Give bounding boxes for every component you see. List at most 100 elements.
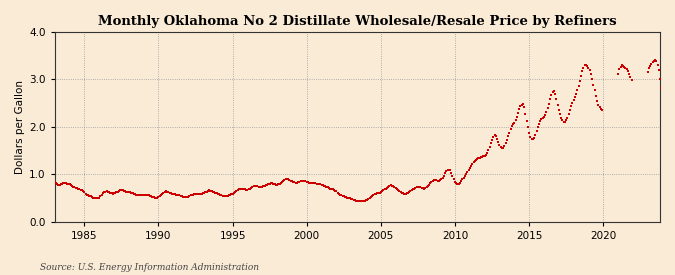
Point: [463, 168, 474, 172]
Point: [217, 193, 228, 198]
Point: [514, 107, 524, 111]
Point: [275, 181, 286, 186]
Point: [384, 183, 395, 188]
Point: [183, 194, 194, 199]
Point: [97, 192, 107, 197]
Point: [294, 180, 304, 184]
Point: [468, 160, 479, 165]
Point: [522, 125, 533, 130]
Point: [658, 98, 669, 103]
Point: [259, 183, 270, 188]
Point: [253, 185, 264, 189]
Point: [358, 199, 369, 203]
Point: [198, 191, 209, 195]
Point: [429, 178, 439, 183]
Point: [414, 185, 425, 189]
Point: [464, 166, 475, 170]
Point: [406, 188, 417, 192]
Point: [433, 179, 444, 183]
Point: [206, 189, 217, 194]
Point: [567, 100, 578, 105]
Point: [578, 65, 589, 70]
Point: [475, 155, 485, 160]
Point: [670, 86, 675, 90]
Point: [454, 181, 465, 185]
Point: [112, 190, 123, 194]
Point: [621, 67, 632, 72]
Point: [655, 77, 666, 81]
Point: [478, 154, 489, 158]
Point: [549, 92, 560, 96]
Point: [264, 182, 275, 186]
Point: [409, 186, 420, 191]
Point: [568, 98, 579, 102]
Point: [97, 191, 108, 196]
Point: [595, 107, 606, 111]
Point: [232, 188, 243, 192]
Point: [497, 145, 508, 150]
Point: [326, 187, 337, 191]
Point: [76, 188, 87, 192]
Point: [286, 179, 297, 184]
Point: [61, 182, 72, 186]
Point: [520, 111, 531, 116]
Point: [127, 191, 138, 196]
Point: [503, 134, 514, 139]
Point: [235, 187, 246, 191]
Point: [308, 181, 319, 185]
Point: [289, 180, 300, 185]
Point: [357, 199, 368, 203]
Point: [209, 190, 219, 194]
Point: [248, 184, 259, 188]
Point: [515, 104, 526, 109]
Point: [106, 191, 117, 196]
Point: [366, 195, 377, 199]
Point: [583, 65, 594, 70]
Point: [274, 182, 285, 186]
Point: [252, 184, 263, 188]
Point: [152, 195, 163, 200]
Point: [257, 185, 268, 189]
Point: [174, 193, 185, 197]
Y-axis label: Dollars per Gallon: Dollars per Gallon: [15, 80, 25, 174]
Point: [344, 196, 354, 200]
Point: [473, 156, 484, 160]
Point: [363, 197, 374, 201]
Point: [488, 134, 499, 139]
Point: [74, 187, 85, 192]
Point: [220, 194, 231, 198]
Point: [354, 199, 365, 203]
Point: [92, 196, 103, 201]
Point: [219, 194, 230, 198]
Point: [281, 177, 292, 181]
Point: [119, 189, 130, 193]
Point: [182, 195, 192, 199]
Point: [456, 179, 466, 184]
Point: [168, 191, 179, 196]
Point: [306, 181, 317, 185]
Point: [614, 67, 624, 72]
Point: [100, 190, 111, 194]
Point: [323, 186, 334, 190]
Point: [134, 192, 145, 197]
Point: [495, 145, 506, 149]
Point: [79, 190, 90, 194]
Point: [184, 194, 195, 198]
Point: [372, 191, 383, 196]
Point: [368, 193, 379, 197]
Point: [645, 64, 655, 68]
Point: [652, 62, 663, 67]
Point: [421, 185, 432, 189]
Point: [59, 181, 70, 185]
Point: [371, 191, 381, 196]
Point: [437, 175, 448, 180]
Point: [625, 75, 636, 79]
Point: [373, 191, 384, 195]
Point: [573, 83, 584, 88]
Point: [367, 194, 377, 198]
Point: [664, 98, 675, 102]
Point: [562, 116, 573, 120]
Point: [269, 182, 280, 186]
Point: [359, 199, 370, 203]
Point: [133, 192, 144, 197]
